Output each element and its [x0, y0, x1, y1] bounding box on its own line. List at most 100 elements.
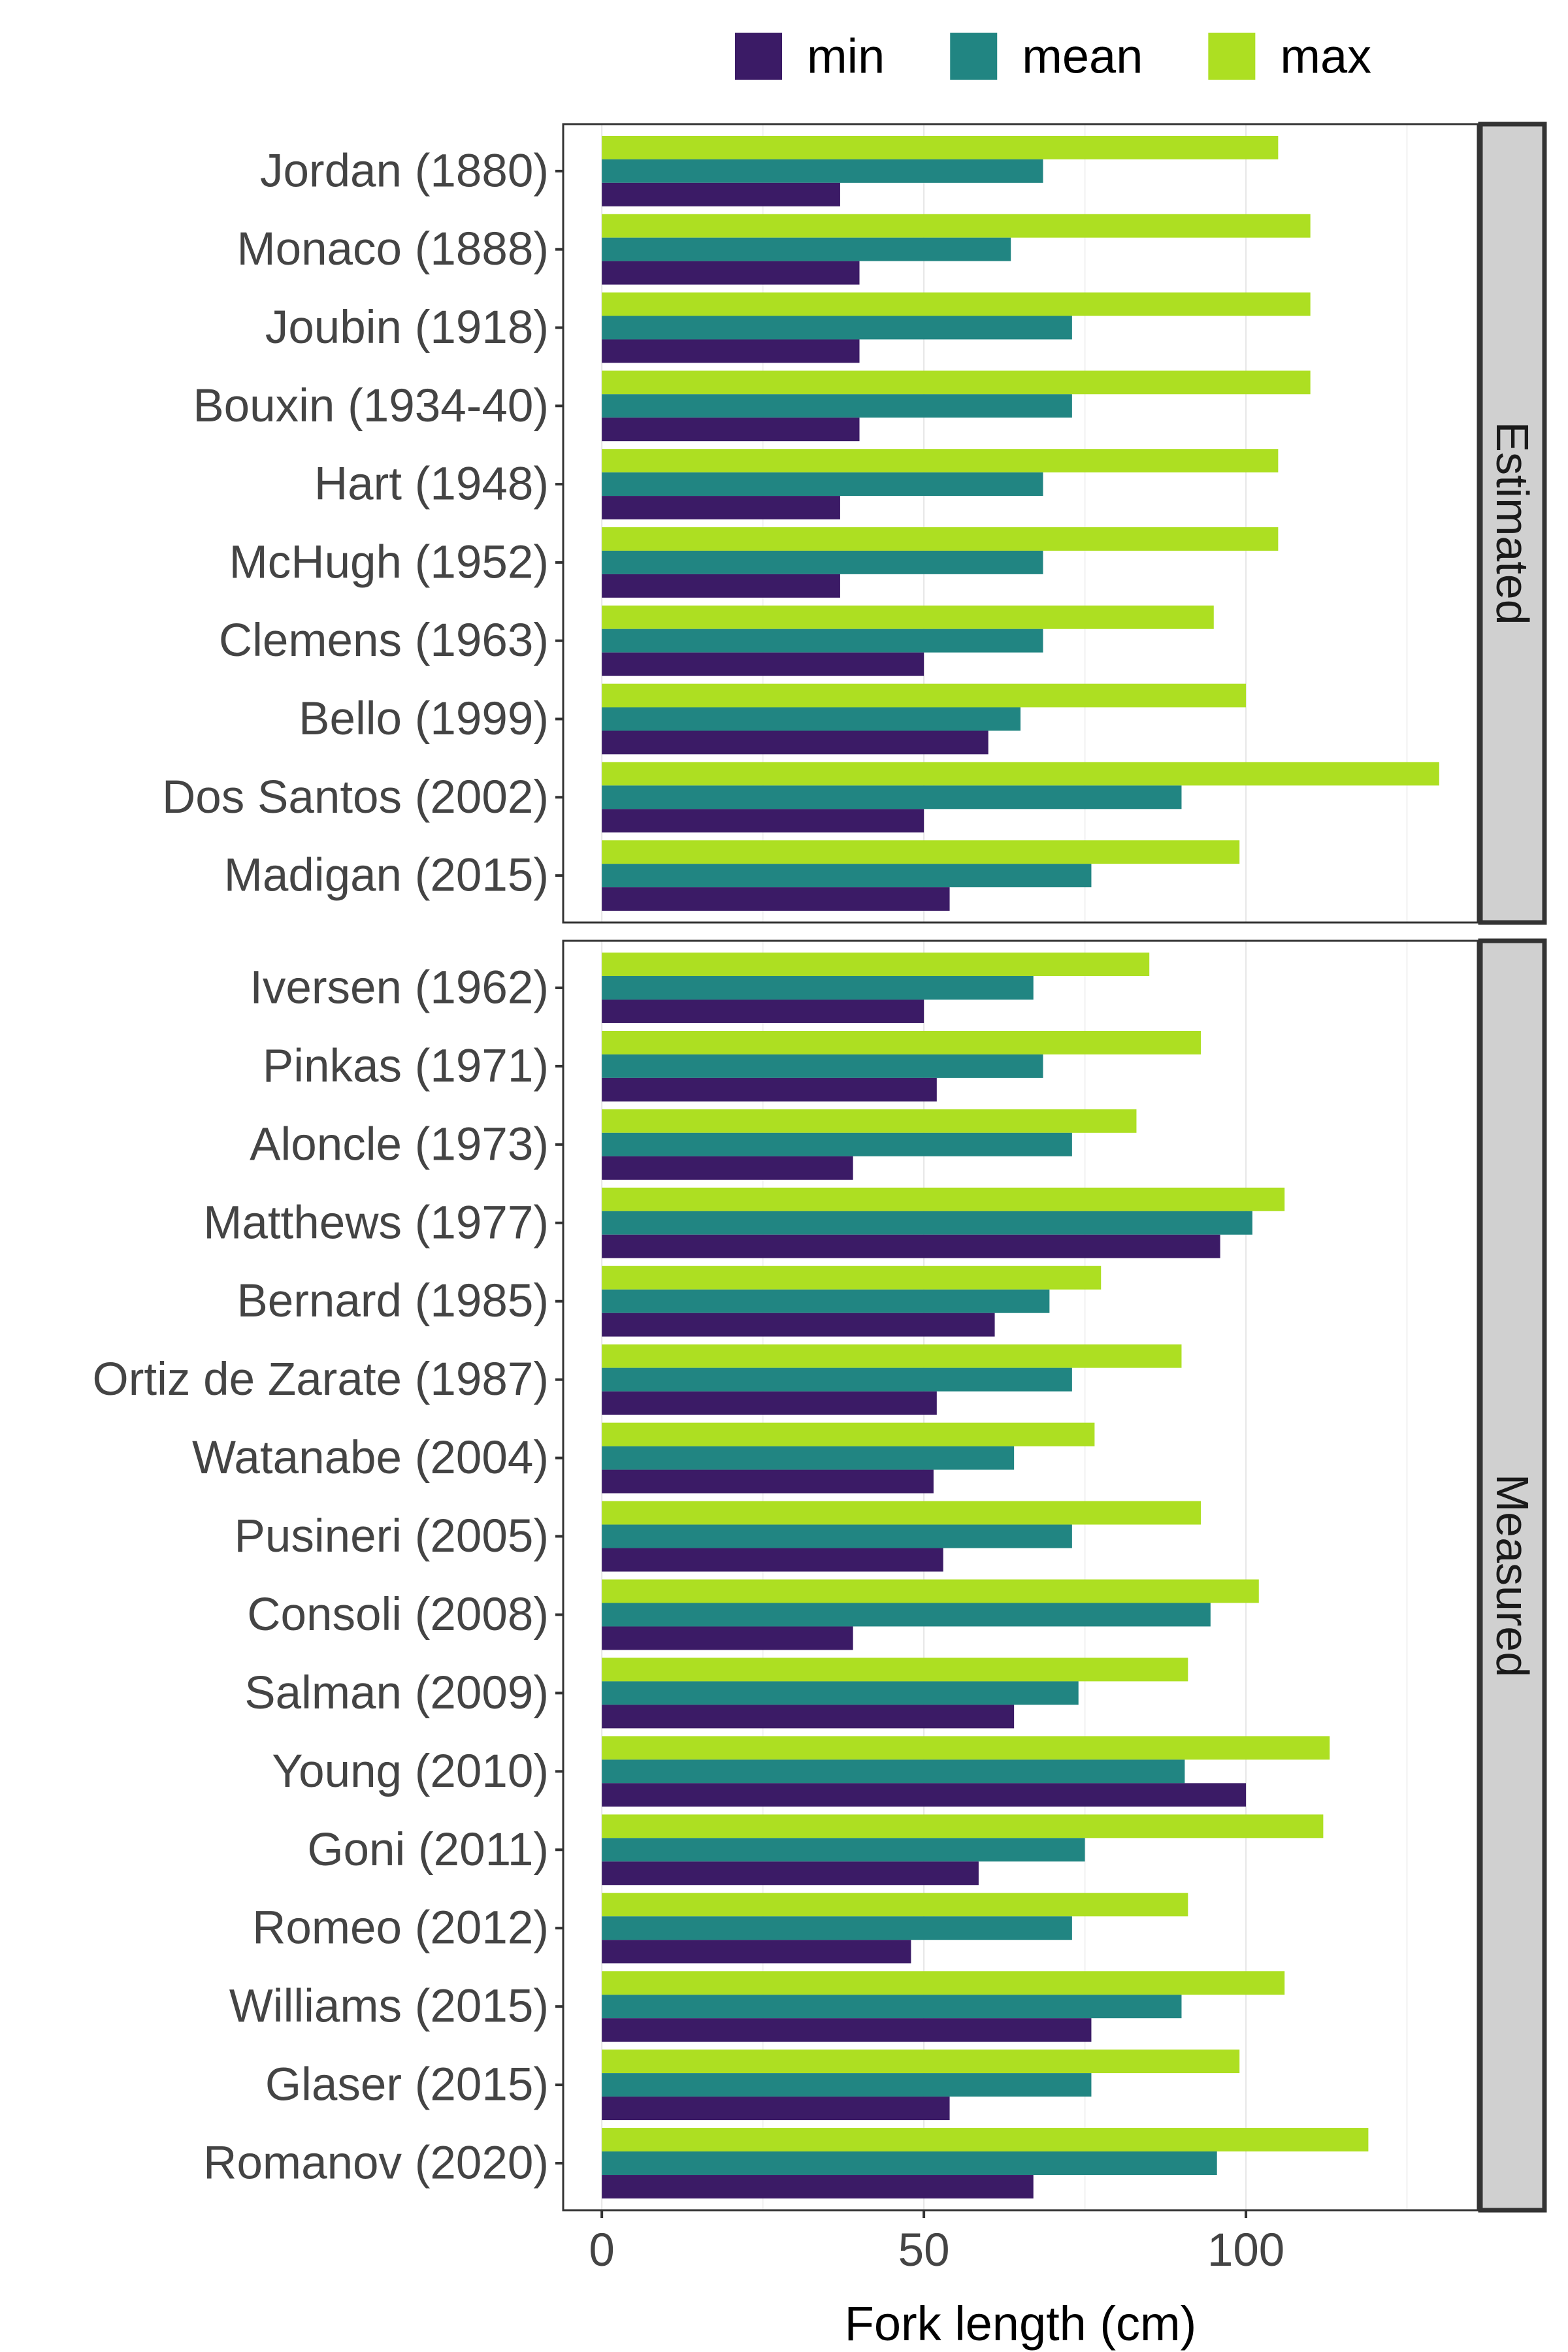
y-tick-label: Iversen (1962): [250, 962, 549, 1013]
bar-min: [602, 887, 950, 911]
bar-min: [602, 1391, 937, 1415]
bar-mean: [602, 159, 1043, 183]
x-tick-label: 50: [898, 2225, 950, 2276]
bar-max: [602, 527, 1279, 551]
bar-min: [602, 2175, 1034, 2199]
y-tick-label: Madigan (2015): [224, 850, 549, 902]
bar-min: [602, 999, 924, 1023]
bar-mean: [602, 1211, 1252, 1235]
bar-mean: [602, 1838, 1085, 1862]
y-tick-label: Bernard (1985): [237, 1275, 549, 1327]
legend-key-mean: [950, 33, 998, 80]
bar-mean: [602, 472, 1043, 497]
bar-min: [602, 809, 924, 833]
bar-mean: [602, 1524, 1072, 1548]
bar-min: [602, 574, 840, 598]
panel-border: [562, 123, 1479, 924]
x-axis-title: Fork length (cm): [845, 2296, 1197, 2351]
bar-max: [602, 762, 1439, 786]
y-tick-label: Matthews (1977): [203, 1197, 549, 1249]
bar-min: [602, 2097, 950, 2121]
bar-min: [602, 2018, 1092, 2042]
bar-mean: [602, 1603, 1211, 1627]
bar-min: [602, 1313, 995, 1337]
y-tick-label: Williams (2015): [229, 1981, 549, 2033]
bar-mean: [602, 316, 1072, 340]
y-tick-label: Dos Santos (2002): [162, 772, 549, 823]
facet-strip-label: Measured: [1487, 1474, 1538, 1677]
bar-min: [602, 1234, 1220, 1258]
legend-label-max: max: [1280, 29, 1371, 84]
bar-min: [602, 182, 840, 206]
x-tick-label: 100: [1207, 2225, 1284, 2276]
y-tick-label: Hart (1948): [314, 459, 549, 510]
bar-max: [602, 2128, 1369, 2152]
y-tick-label: Consoli (2008): [247, 1589, 549, 1641]
bar-mean: [602, 1054, 1043, 1078]
bar-min: [602, 1626, 853, 1650]
bar-max: [602, 1658, 1188, 1682]
bar-mean: [602, 864, 1092, 888]
legend: min mean max: [735, 29, 1371, 84]
bar-mean: [602, 629, 1043, 653]
legend-item-mean: mean: [950, 29, 1143, 84]
bar-min: [602, 1548, 943, 1572]
y-tick-label: Pusineri (2005): [235, 1511, 549, 1562]
legend-label-min: min: [807, 29, 885, 84]
bar-max: [602, 1109, 1137, 1133]
y-tick-label: Monaco (1888): [237, 223, 549, 275]
bar-mean: [602, 1995, 1182, 2019]
y-tick-label: Aloncle (1973): [250, 1119, 549, 1170]
x-axis: 0 50 100: [589, 2210, 1284, 2276]
bar-mean: [602, 2151, 1217, 2176]
y-tick-label: Romanov (2020): [203, 2138, 549, 2189]
y-tick-label: Clemens (1963): [219, 615, 549, 666]
bar-mean: [602, 1289, 1050, 1313]
bar-mean: [602, 1132, 1072, 1156]
bar-max: [602, 952, 1150, 976]
bar-min: [602, 652, 924, 676]
y-tick-label: Bello (1999): [299, 693, 549, 745]
bar-min: [602, 1940, 911, 1964]
panel-measured: Iversen (1962) Pinkas (1971) Aloncle (1973…: [93, 938, 1547, 2213]
bar-mean: [602, 975, 1034, 1000]
bar-max: [602, 1814, 1324, 1838]
y-tick-label: Ortiz de Zarate (1987): [93, 1354, 549, 1405]
bar-max: [602, 2050, 1240, 2074]
bar-mean: [602, 237, 1011, 261]
bar-min: [602, 1077, 937, 1102]
legend-key-min: [735, 33, 782, 80]
y-tick-label: Joubin (1918): [265, 302, 549, 353]
y-tick-label: Young (2010): [272, 1746, 549, 1797]
panel-border: [562, 939, 1479, 2212]
legend-label-mean: mean: [1022, 29, 1143, 84]
bar-min: [602, 1861, 979, 1886]
y-tick-label: Bouxin (1934-40): [193, 380, 549, 432]
panels: Jordan (1880) Monaco (1888) Joubin (1918) B…: [93, 122, 1547, 2213]
legend-key-max: [1208, 33, 1256, 80]
bar-mean: [602, 707, 1021, 731]
bar-max: [602, 449, 1279, 473]
bar-min: [602, 417, 860, 442]
bar-max: [602, 1501, 1201, 1525]
bar-min: [602, 730, 988, 755]
y-tick-label: Jordan (1880): [260, 145, 549, 197]
bar-mean: [602, 394, 1072, 418]
bar-max: [602, 840, 1240, 864]
bar-mean: [602, 1681, 1079, 1705]
facet-strip: [1478, 122, 1547, 925]
bar-min: [602, 1783, 1247, 1807]
bar-max: [602, 135, 1279, 159]
legend-item-max: max: [1208, 29, 1371, 84]
bar-min: [602, 1469, 934, 1494]
bar-mean: [602, 1367, 1072, 1392]
x-tick-label: 0: [589, 2225, 615, 2276]
bar-max: [602, 1030, 1201, 1054]
y-tick-label: McHugh (1952): [229, 536, 549, 588]
bar-max: [602, 1971, 1285, 1995]
bar-mean: [602, 2073, 1092, 2097]
facet-strip-label: Estimated: [1487, 421, 1538, 625]
bar-max: [602, 292, 1311, 316]
bar-min: [602, 1705, 1015, 1729]
bar-min: [602, 339, 860, 363]
